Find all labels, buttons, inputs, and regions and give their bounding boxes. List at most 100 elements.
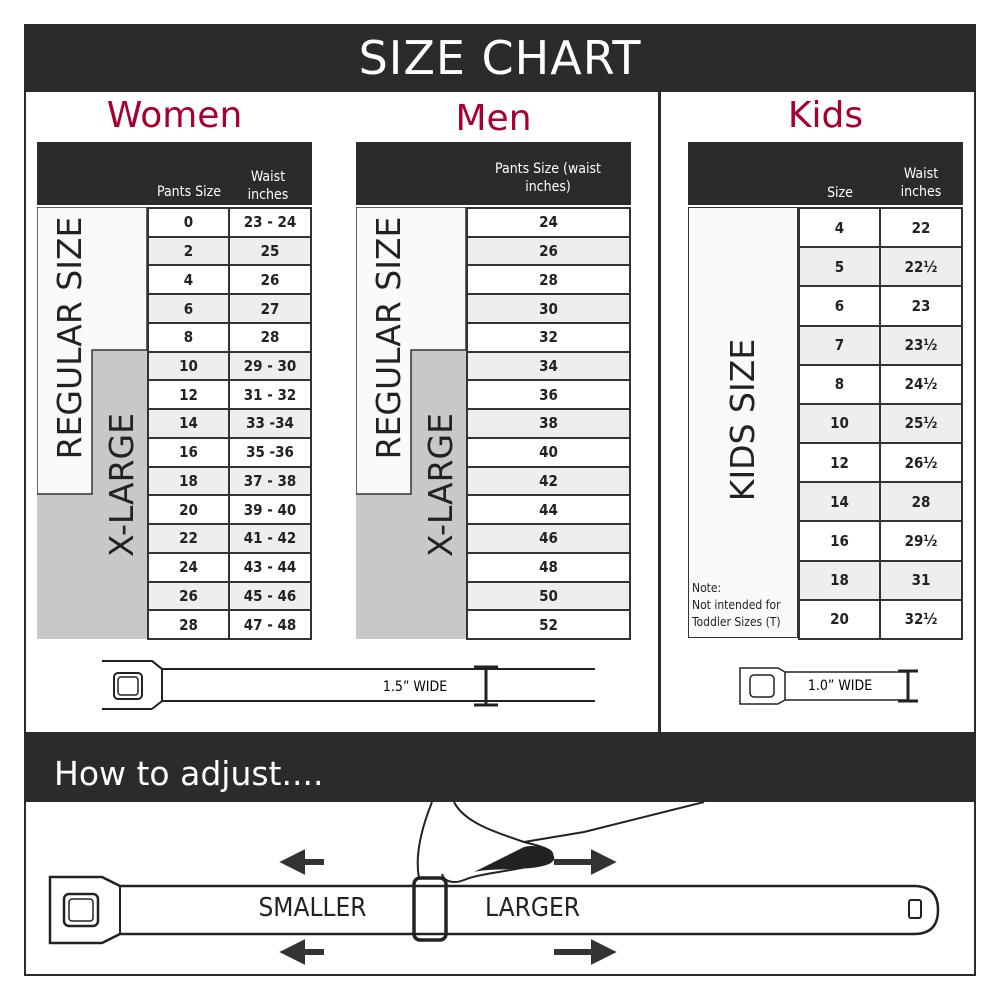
kids-size-cell: 7 [798,324,881,366]
kids-note-title: Note: [692,581,722,595]
women-size-groups [37,207,148,639]
women-pants-size-cell: 4 [147,264,230,296]
kids-size-label: KIDS SIZE [723,338,762,502]
men-waist-cell: 24 [466,207,631,238]
kids-size-cell: 6 [798,285,881,327]
women-pants-size-cell: 14 [147,408,230,439]
kids-size-cell: 14 [798,481,881,523]
section-divider [658,92,661,732]
women-pants-size-cell: 20 [147,494,230,526]
kids-waist-cell: 22½ [879,246,963,288]
women-pants-size-cell: 12 [147,379,230,411]
women-pants-size-cell: 24 [147,551,230,583]
men-waist-cell: 34 [466,350,631,382]
women-waist-cell: 35 -36 [228,436,312,468]
women-pants-size-cell: 0 [147,207,230,238]
women-pants-size-cell: 22 [147,523,230,554]
kids-waist-cell: 22 [879,207,963,249]
women-waist-cell: 39 - 40 [228,494,312,526]
women-header: Pants Size Waist inches [37,142,312,205]
kids-size-cell: 4 [798,207,881,249]
men-title: Men [455,98,532,139]
men-waist-cell: 38 [466,408,631,439]
women-waist-cell: 28 [228,321,312,353]
women-pants-size-cell: 6 [147,293,230,324]
women-pants-size-cell: 8 [147,321,230,353]
men-waist-cell: 44 [466,494,631,526]
men-regular-label: REGULAR SIZE [369,216,408,460]
women-belt-width: 1.5” WIDE [382,679,448,695]
men-waist-cell: 26 [466,235,631,267]
women-pants-size-cell: 26 [147,580,230,612]
women-waist-cell: 25 [228,235,312,267]
women-waist-cell: 37 - 38 [228,465,312,497]
kids-size-cell: 16 [798,520,881,562]
kids-size-cell: 12 [798,442,881,484]
kids-note-line2: Toddler Sizes (T) [692,615,781,629]
kids-waist-cell: 31 [879,559,963,601]
women-waist-cell: 29 - 30 [228,350,312,382]
kids-header: Size Waist inches [688,142,963,205]
kids-note-line1: Not intended for [692,598,781,612]
kids-header-waist: Waist inches [900,166,942,200]
women-waist-cell: 26 [228,264,312,296]
men-header-pants: Pants Size (waist inches) [495,161,601,195]
women-pants-size-cell: 28 [147,609,230,640]
women-waist-cell: 43 - 44 [228,551,312,583]
kids-title: Kids [787,95,864,136]
kids-belt-diagram [739,667,918,705]
men-waist-cell: 32 [466,321,631,353]
women-pants-size-cell: 10 [147,350,230,382]
men-waist-cell: 30 [466,293,631,324]
men-waist-cell: 40 [466,436,631,468]
kids-waist-cell: 23½ [879,324,963,366]
kids-size-cell: 20 [798,598,881,640]
smaller-label: SMALLER [258,893,367,923]
men-header: Pants Size (waist inches) [356,142,631,205]
women-belt-diagram [102,660,595,710]
kids-waist-cell: 29½ [879,520,963,562]
women-waist-cell: 27 [228,293,312,324]
men-xlarge-label: X-LARGE [421,413,460,557]
kids-waist-cell: 25½ [879,402,963,445]
women-xlarge-label: X-LARGE [102,413,141,557]
kids-size-cell: 18 [798,559,881,601]
kids-waist-cell: 23 [879,285,963,327]
kids-waist-cell: 26½ [879,442,963,484]
kids-size-cell: 10 [798,402,881,445]
women-header-pants: Pants Size [156,184,222,200]
women-waist-cell: 31 - 32 [228,379,312,411]
men-waist-cell: 50 [466,580,631,612]
men-waist-cell: 52 [466,609,631,640]
women-waist-cell: 45 - 46 [228,580,312,612]
women-waist-cell: 47 - 48 [228,609,312,640]
kids-waist-cell: 24½ [879,363,963,405]
men-waist-cell: 28 [466,264,631,296]
women-waist-cell: 41 - 42 [228,523,312,554]
women-regular-label: REGULAR SIZE [50,216,89,460]
kids-header-size: Size [827,185,853,201]
women-pants-size-cell: 2 [147,235,230,267]
kids-note: Note: Not intended for Toddler Sizes (T) [692,580,798,631]
men-waist-cell: 42 [466,465,631,497]
adjust-belt-diagram [48,802,940,965]
page-title: SIZE CHART [24,24,976,92]
men-waist-cell: 36 [466,379,631,411]
kids-waist-cell: 28 [879,481,963,523]
adjust-title: How to adjust.... [24,732,976,802]
men-size-groups [356,207,467,639]
men-waist-cell: 48 [466,551,631,583]
women-waist-cell: 23 - 24 [228,207,312,238]
women-header-waist: Waist inches [247,169,289,203]
women-pants-size-cell: 16 [147,436,230,468]
women-waist-cell: 33 -34 [228,408,312,439]
kids-waist-cell: 32½ [879,598,963,640]
larger-label: LARGER [484,893,581,923]
kids-label-column [688,207,798,638]
men-waist-cell: 46 [466,523,631,554]
women-title: Women [106,95,243,136]
women-pants-size-cell: 18 [147,465,230,497]
kids-belt-width: 1.0” WIDE [807,678,873,694]
kids-size-cell: 8 [798,363,881,405]
